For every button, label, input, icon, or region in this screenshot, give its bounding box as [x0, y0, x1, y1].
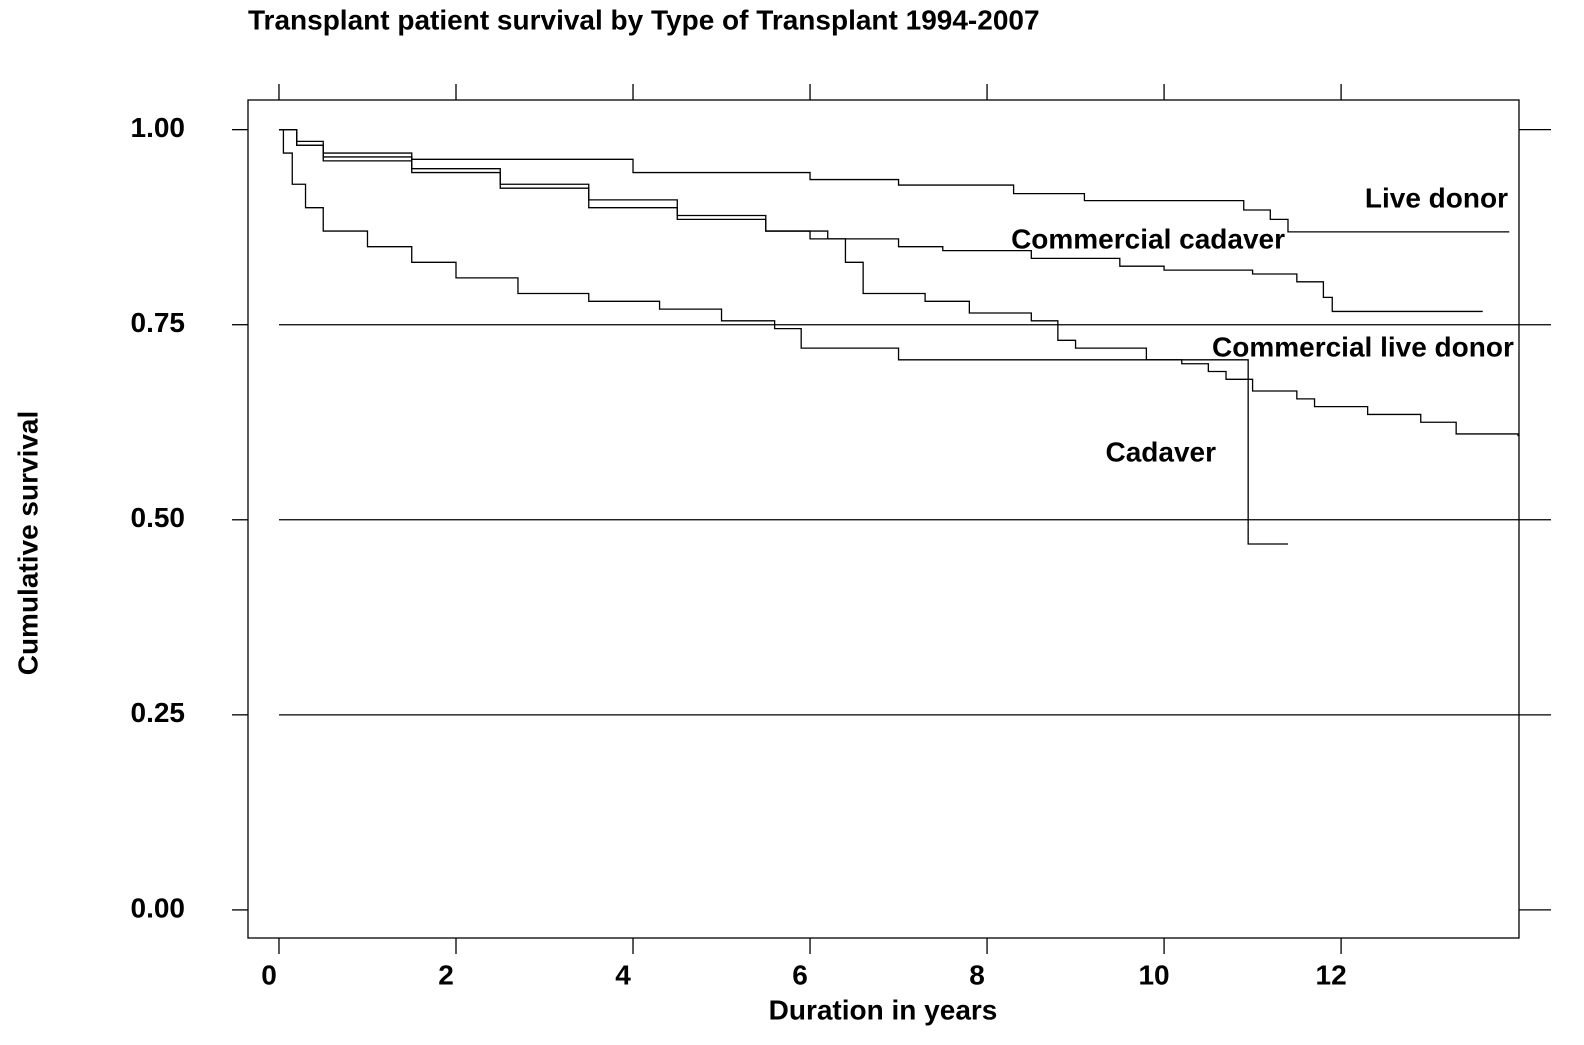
x-tick-label: 0 [261, 959, 277, 990]
survival-curve [278, 129, 1510, 233]
x-tick-label: 2 [438, 959, 454, 990]
series-label: Cadaver [1105, 436, 1216, 467]
x-tick-label: 10 [1138, 959, 1169, 990]
series-label: Live donor [1365, 182, 1508, 213]
survival-curve [278, 129, 1519, 437]
y-tick-label: 0.75 [131, 307, 186, 338]
chart-title: Transplant patient survival by Type of T… [248, 4, 1040, 35]
x-tick-label: 8 [969, 959, 985, 990]
series-label: Commercial live donor [1212, 331, 1514, 362]
y-tick-label: 0.25 [131, 697, 186, 728]
plot-frame [247, 99, 1520, 939]
survival-curve [278, 129, 1288, 545]
y-tick-label: 1.00 [131, 112, 186, 143]
y-axis-label: Cumulative survival [12, 411, 43, 676]
y-tick-label: 0.50 [131, 502, 186, 533]
x-tick-label: 12 [1316, 959, 1347, 990]
survival-curve [278, 129, 1483, 313]
y-tick-label: 0.00 [131, 892, 186, 923]
series-label: Commercial cadaver [1011, 223, 1285, 254]
x-tick-label: 4 [615, 959, 631, 990]
x-tick-label: 6 [792, 959, 808, 990]
x-axis-label: Duration in years [769, 994, 998, 1025]
